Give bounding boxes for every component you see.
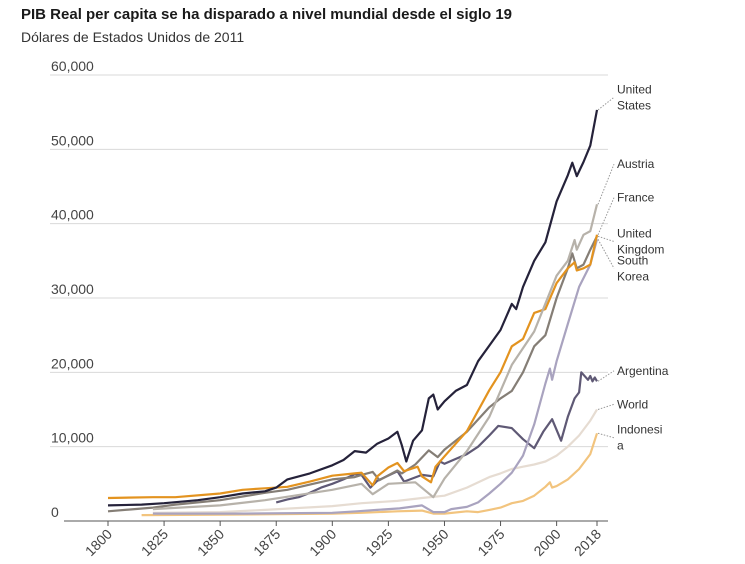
y-tick-label: 50,000 [51, 132, 94, 148]
series-label-south-korea: Korea [617, 269, 649, 283]
leader-line-united-states [597, 96, 615, 111]
leader-line-united-kingdom [597, 235, 615, 242]
y-tick-label: 20,000 [51, 355, 94, 371]
y-axis-tick-labels: 0 10,000 20,000 30,000 40,000 50,000 60,000 [51, 58, 94, 520]
leader-line-france [597, 197, 615, 236]
series-line-austria [152, 204, 599, 511]
x-tick-label: 1975 [474, 526, 507, 559]
x-tick-label: 1900 [306, 526, 339, 559]
series-label-united-states: States [617, 98, 651, 112]
series-line-united-states [107, 109, 599, 507]
x-axis: 1800 1825 1850 1875 1900 1925 1950 1975 2000 2018 [64, 520, 608, 559]
x-tick-label: 2018 [571, 526, 604, 559]
grid-lines [50, 74, 608, 448]
x-tick-label: 1950 [418, 526, 451, 559]
x-tick-label: 1925 [362, 526, 395, 559]
series-labels: United States Austria France United KingdomSo… [597, 82, 669, 453]
series-label-world: World [617, 397, 648, 411]
series-label-france: France [617, 191, 655, 205]
series-label-united-states: United [617, 82, 652, 96]
leader-line-austria [597, 164, 615, 205]
x-tick-label: 1850 [194, 526, 227, 559]
leader-line-south-korea [597, 239, 615, 269]
series-label-austria: Austria [617, 157, 655, 171]
leader-line-argentina [597, 370, 615, 382]
series-label-argentina: Argentina [617, 364, 669, 378]
series-line-south-korea [152, 239, 599, 515]
series-label-united-kingdom: United [617, 227, 652, 241]
series-label-united-kingdom: Kingdom [617, 243, 664, 257]
x-tick-label: 1800 [82, 526, 115, 559]
y-tick-label: 60,000 [51, 58, 94, 74]
y-tick-label: 40,000 [51, 207, 94, 223]
series-line-france [107, 234, 599, 500]
series-line-argentina [275, 371, 598, 504]
y-tick-label: 0 [51, 504, 59, 520]
series-label-south-korea: South [617, 253, 648, 267]
y-tick-label: 30,000 [51, 281, 94, 297]
leader-line-world [597, 403, 615, 410]
x-tick-label: 2000 [530, 526, 563, 559]
series-lines [107, 109, 599, 517]
series-line-united-kingdom [107, 235, 598, 513]
series-line-world [152, 408, 598, 514]
x-tick-label: 1825 [138, 526, 171, 559]
series-label-indonesia: Indonesi [617, 423, 662, 437]
y-tick-label: 10,000 [51, 430, 94, 446]
series-line-indonesia [141, 432, 599, 517]
page-subtitle: Dólares de Estados Unidos de 2011 [21, 29, 245, 45]
leader-line-indonesia [597, 432, 615, 439]
x-tick-label: 1875 [250, 526, 283, 559]
page-title: PIB Real per capita se ha disparado a ni… [21, 6, 513, 23]
series-label-indonesia: a [617, 439, 624, 453]
